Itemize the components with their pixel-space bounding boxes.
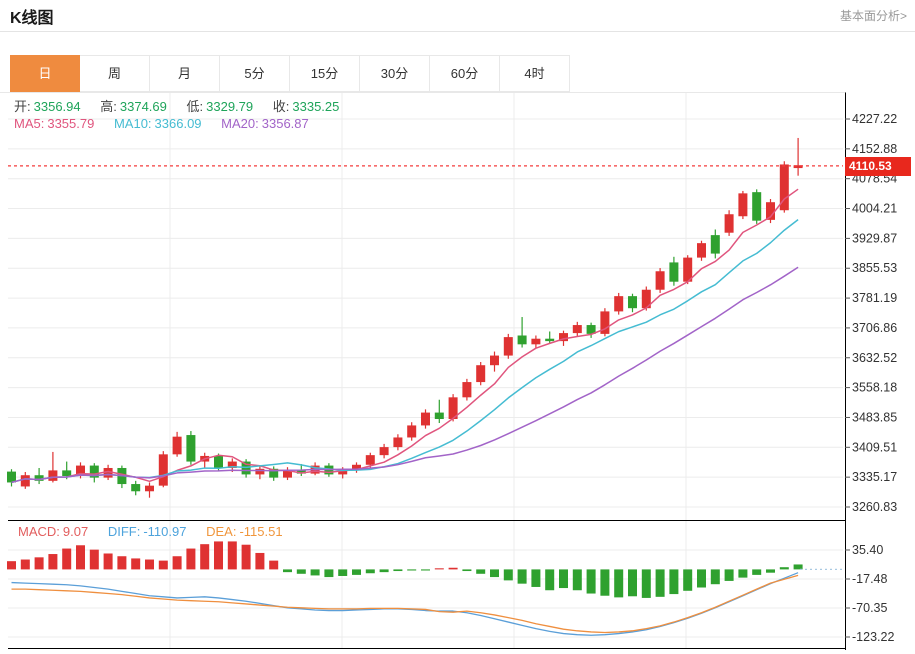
ma10-value: MA10: 3366.09 [113, 116, 202, 131]
macd-value: MACD: 9.07 [18, 524, 89, 539]
fundamental-analysis-link[interactable]: 基本面分析> [839, 9, 907, 23]
svg-text:3483.85: 3483.85 [852, 410, 897, 424]
svg-text:3781.19: 3781.19 [852, 291, 897, 305]
svg-text:3706.86: 3706.86 [852, 321, 897, 335]
svg-text:3632.52: 3632.52 [852, 351, 897, 365]
macd-lines [11, 572, 799, 636]
page-header: K线图 基本面分析> [0, 0, 915, 32]
ohlc-legend: 开: 3356.94 高: 3374.69 低: 3329.79 收: 3335.25 [14, 96, 355, 115]
macd-histogram [7, 541, 843, 598]
diff-value: DIFF: -110.97 [107, 524, 187, 539]
macd-legend: MACD: 9.07 DIFF: -110.97 DEA: -115.51 [18, 524, 299, 539]
panel-borders [0, 92, 846, 650]
y-axis-labels: 4227.224152.884078.544004.213929.873855.… [845, 112, 897, 644]
gridlines [8, 93, 843, 648]
low-value: 低: 3329.79 [186, 99, 254, 114]
svg-text:3335.17: 3335.17 [852, 470, 897, 484]
timeframe-tab-0[interactable]: 日 [10, 55, 80, 92]
svg-text:4004.21: 4004.21 [852, 202, 897, 216]
svg-text:4227.22: 4227.22 [852, 112, 897, 126]
svg-text:3409.51: 3409.51 [852, 440, 897, 454]
timeframe-tab-5[interactable]: 30分 [360, 55, 430, 92]
timeframe-tab-2[interactable]: 月 [150, 55, 220, 92]
dea-value: DEA: -115.51 [206, 524, 283, 539]
ma10-line [11, 219, 799, 484]
svg-text:-17.48: -17.48 [852, 572, 887, 586]
timeframe-tab-3[interactable]: 5分 [220, 55, 290, 92]
timeframe-tab-7[interactable]: 4时 [500, 55, 570, 92]
svg-text:-123.22: -123.22 [852, 630, 894, 644]
svg-text:-70.35: -70.35 [852, 601, 887, 615]
ma5-value: MA5: 3355.79 [14, 116, 95, 131]
open-value: 开: 3356.94 [14, 99, 81, 114]
last-price-badge: 4110.53 [845, 157, 911, 176]
ma20-line [11, 266, 799, 484]
ma5-line [11, 188, 799, 484]
candles-layer [7, 137, 803, 498]
ma-legend: MA5: 3355.79 MA10: 3366.09 MA20: 3356.87 [14, 116, 325, 131]
timeframe-tab-6[interactable]: 60分 [430, 55, 500, 92]
svg-text:3260.83: 3260.83 [852, 500, 897, 514]
timeframe-tab-4[interactable]: 15分 [290, 55, 360, 92]
ma20-value: MA20: 3356.87 [221, 116, 309, 131]
close-value: 收: 3335.25 [272, 99, 340, 114]
svg-text:3855.53: 3855.53 [852, 261, 897, 275]
svg-text:3929.87: 3929.87 [852, 231, 897, 245]
svg-text:35.40: 35.40 [852, 543, 883, 557]
svg-text:3558.18: 3558.18 [852, 381, 897, 395]
high-value: 高: 3374.69 [100, 99, 167, 114]
page-title: K线图 [10, 9, 54, 27]
timeframe-tabs: 日周月 5分 15分 30分 60分 4时 [10, 55, 570, 92]
svg-text:4152.88: 4152.88 [852, 142, 897, 156]
timeframe-tab-1[interactable]: 周 [80, 55, 150, 92]
